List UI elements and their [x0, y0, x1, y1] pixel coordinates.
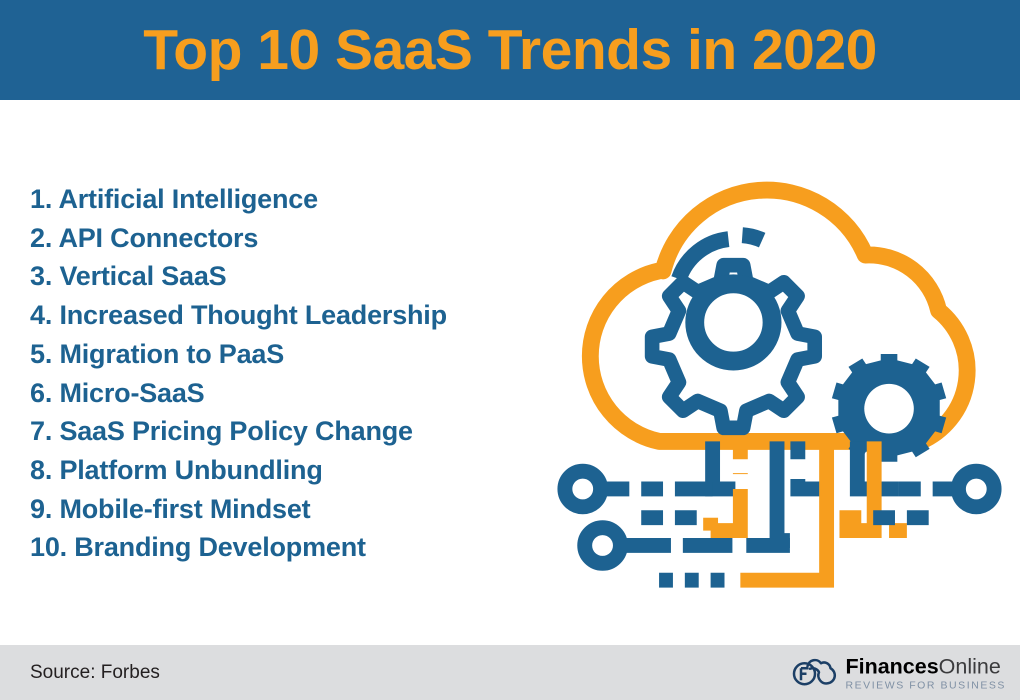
list-item-number: 9.	[30, 493, 53, 524]
gear-small-icon	[831, 353, 947, 462]
list-item-label: Artificial Intelligence	[58, 184, 318, 214]
list-item-number: 1.	[30, 184, 53, 214]
list-item-number: 10.	[30, 532, 67, 563]
list-item-number: 3.	[30, 261, 53, 292]
list-item: 7. SaaS Pricing Policy Change	[30, 412, 550, 451]
list-item: 1. Artificial Intelligence	[30, 180, 550, 219]
list-item-number: 8.	[30, 454, 53, 485]
list-item: 5. Migration to PaaS	[30, 335, 550, 374]
content-area: 1. Artificial Intelligence 2. API Connec…	[0, 100, 1020, 645]
list-item-label: API Connectors	[58, 222, 259, 253]
list-item-label: SaaS Pricing Policy Change	[59, 416, 413, 447]
brand-name: FinancesOnline	[845, 653, 1001, 678]
gear-large-icon	[644, 257, 823, 436]
page-title: Top 10 SaaS Trends in 2020	[143, 17, 877, 82]
list-item-label: Branding Development	[74, 532, 366, 563]
list-item: 3. Vertical SaaS	[30, 257, 550, 296]
list-item-label: Migration to PaaS	[59, 338, 285, 369]
cloud-icon	[581, 181, 976, 450]
list-item: 8. Platform Unbundling	[30, 451, 550, 490]
brand-name-bold: Finances	[845, 653, 939, 678]
list-item-label: Micro-SaaS	[59, 377, 205, 408]
cloud-computing-illustration	[552, 142, 1008, 602]
footer-bar: Source: Forbes FinancesOnline REVIEWS FO…	[0, 645, 1020, 700]
financesonline-logo[interactable]: FinancesOnline REVIEWS FOR BUSINESS	[791, 653, 1006, 691]
brand-text-block: FinancesOnline REVIEWS FOR BUSINESS	[845, 653, 1006, 691]
list-item-label: Increased Thought Leadership	[59, 300, 447, 331]
list-item: 6. Micro-SaaS	[30, 374, 550, 413]
list-item-number: 7.	[30, 416, 53, 447]
list-item-number: 5.	[30, 338, 53, 369]
list-item-number: 4.	[30, 300, 53, 331]
list-item-label: Mobile-first Mindset	[59, 493, 311, 524]
circuit-traces	[557, 441, 1002, 588]
financesonline-cloud-f-mark-icon	[791, 656, 837, 689]
list-item: 9. Mobile-first Mindset	[30, 490, 550, 529]
source-attribution: Source: Forbes	[30, 661, 160, 683]
list-item-number: 2.	[30, 222, 53, 253]
list-item-label: Vertical SaaS	[59, 261, 227, 292]
brand-name-light: Online	[938, 653, 1001, 678]
list-item-number: 6.	[30, 377, 53, 408]
header-bar: Top 10 SaaS Trends in 2020	[0, 0, 1020, 100]
brand-tagline: REVIEWS FOR BUSINESS	[845, 678, 1006, 691]
list-item: 10. Branding Development	[30, 528, 550, 567]
trends-list: 1. Artificial Intelligence 2. API Connec…	[30, 180, 550, 567]
list-item: 2. API Connectors	[30, 219, 550, 258]
progress-arc-icon	[671, 227, 766, 282]
list-item: 4. Increased Thought Leadership	[30, 296, 550, 335]
list-item-label: Platform Unbundling	[59, 454, 323, 485]
